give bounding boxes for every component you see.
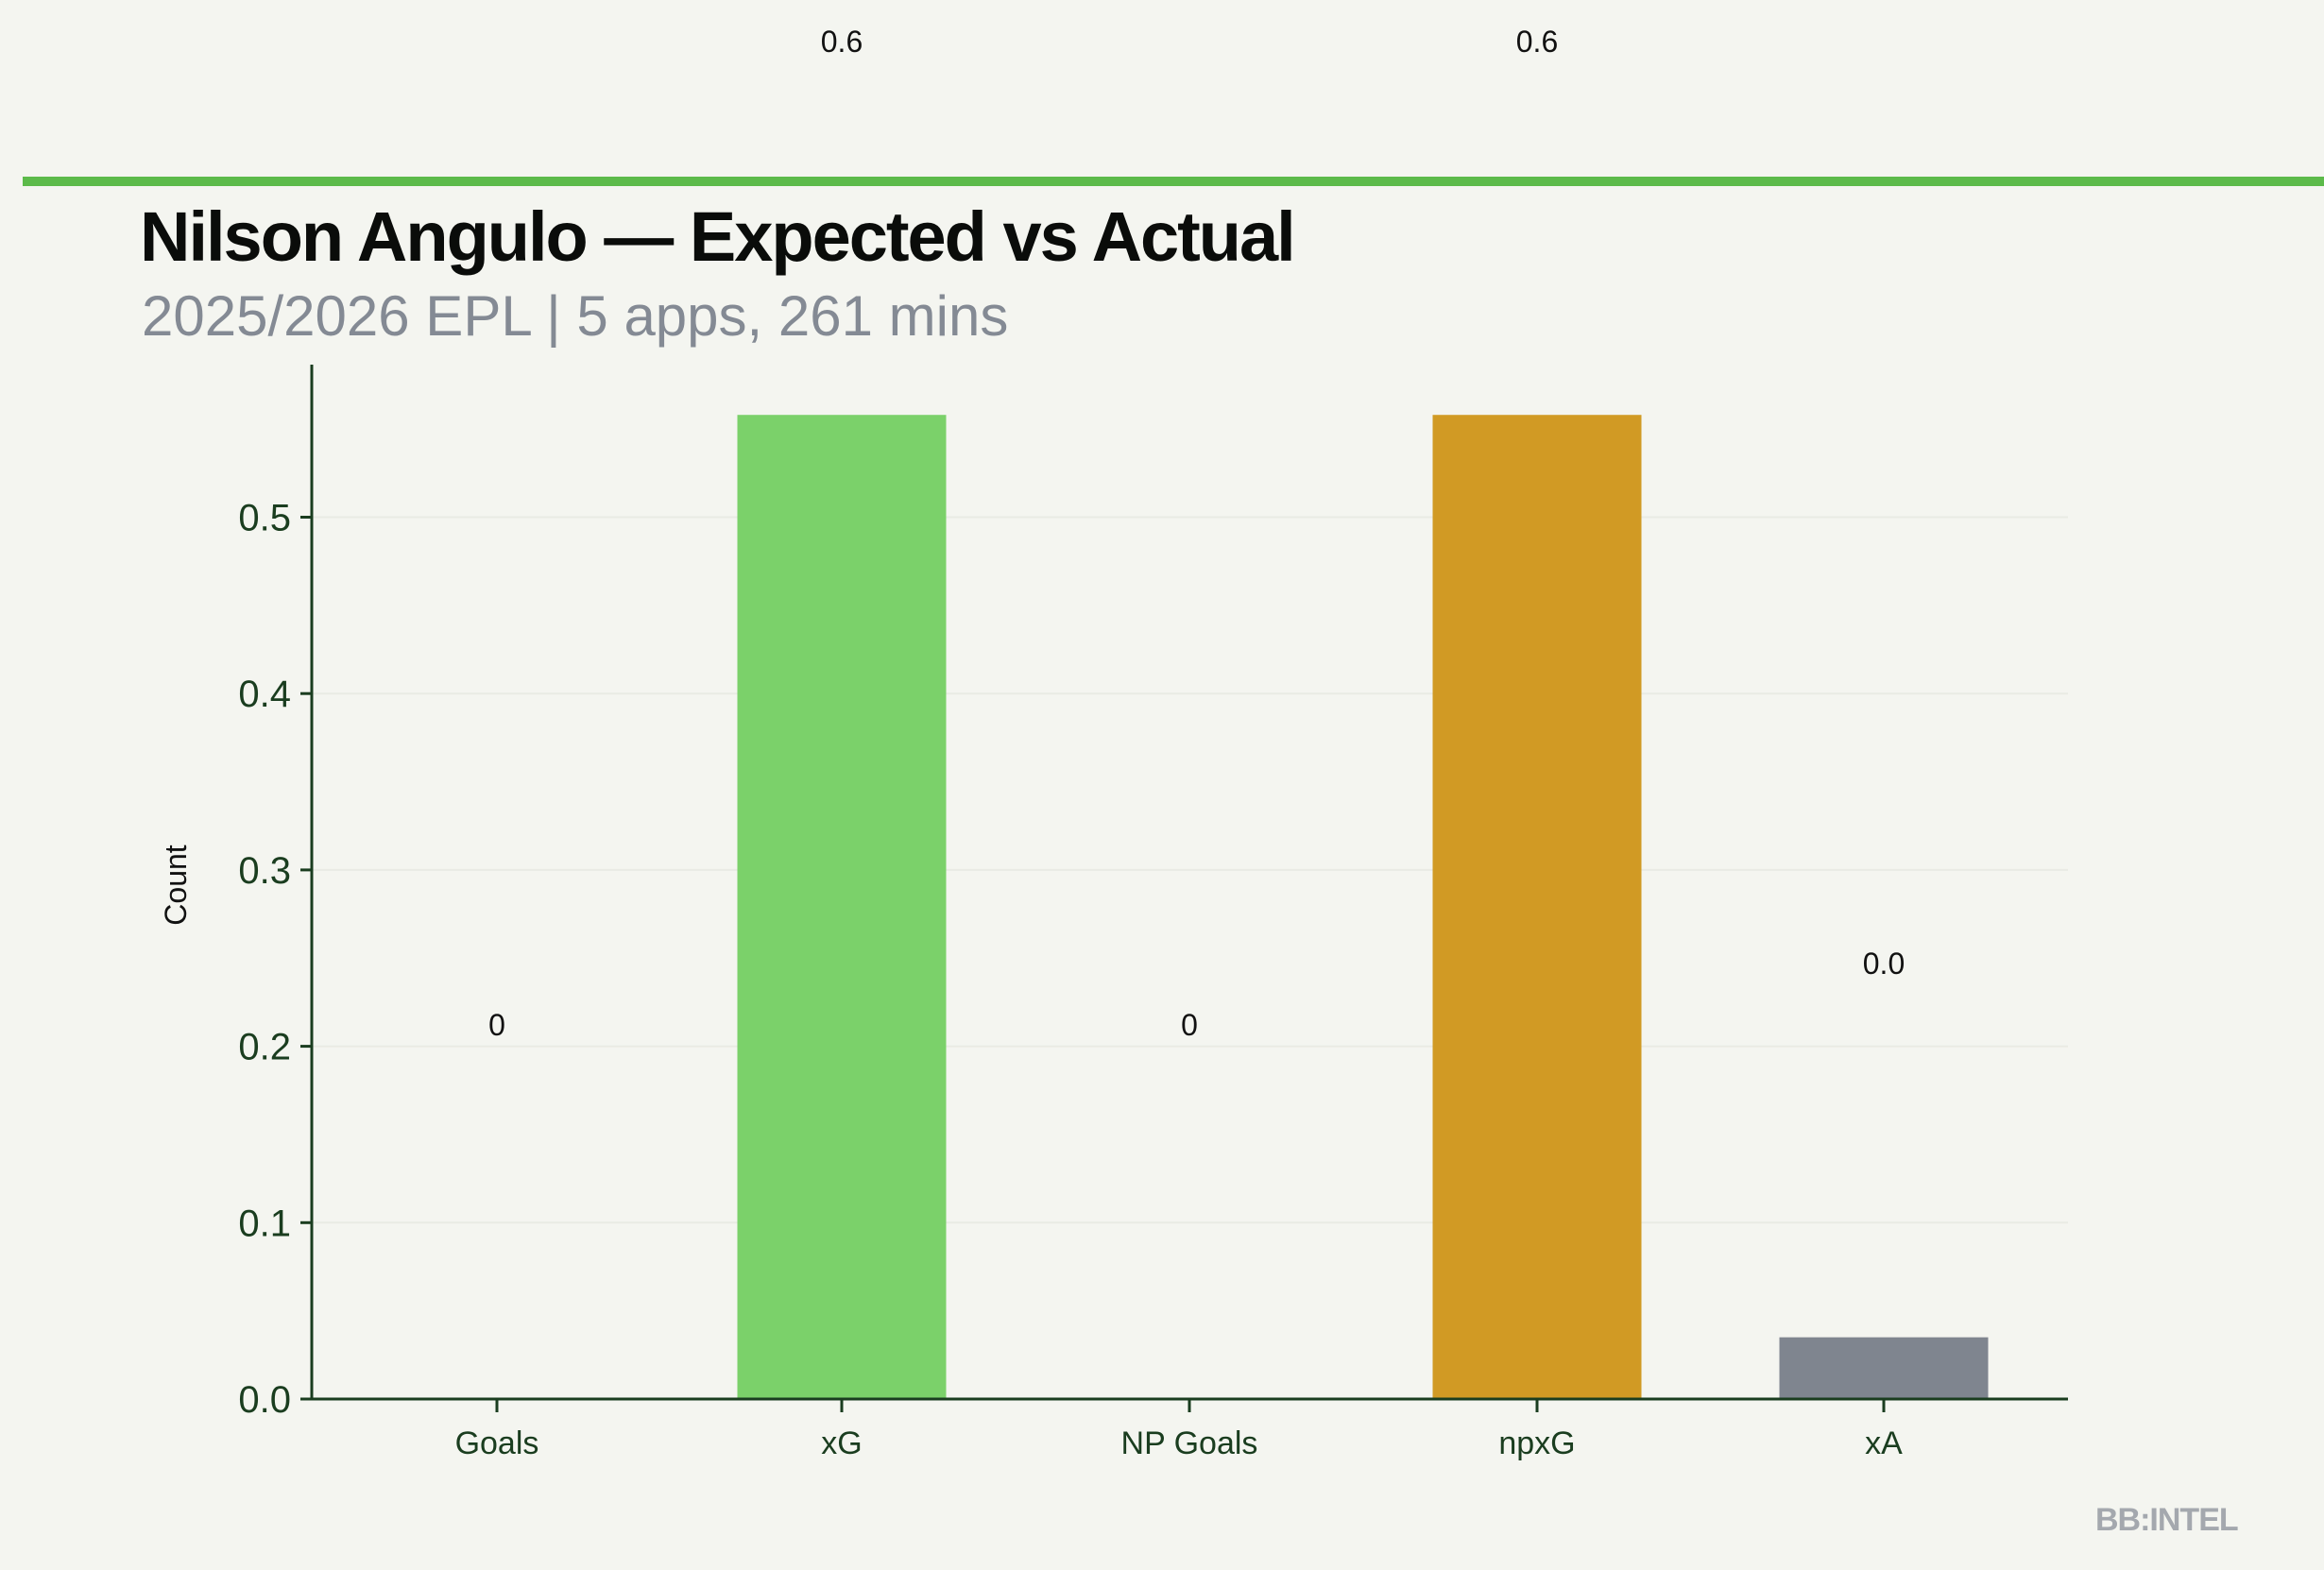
brand-watermark: BB:INTEL: [2095, 1502, 2239, 1538]
x-tick-label: xG: [821, 1425, 862, 1461]
accent-bar: [23, 177, 2324, 186]
data-label: 0.6: [1516, 25, 1558, 59]
x-tick-label: xA: [1865, 1425, 1903, 1461]
chart-title: Nilson Angulo — Expected vs Actual: [140, 197, 1296, 276]
y-tick-label: 0.4: [238, 674, 291, 715]
y-tick-label: 0.1: [238, 1203, 291, 1244]
data-label: 0.6: [821, 25, 863, 59]
x-tick-label: Goals: [455, 1425, 539, 1461]
data-label: 0.0: [1863, 947, 1905, 981]
y-tick-label: 0.0: [238, 1379, 291, 1421]
x-tick-label: npxG: [1498, 1425, 1575, 1461]
bar-xg: [737, 415, 947, 1399]
bar-npxg: [1432, 415, 1642, 1399]
data-label: 0: [488, 1008, 505, 1042]
y-axis-label: Count: [159, 845, 193, 926]
y-tick-label: 0.2: [238, 1027, 291, 1068]
y-tick-label: 0.3: [238, 850, 291, 892]
x-tick-label: NP Goals: [1121, 1425, 1258, 1461]
bar-xa: [1779, 1337, 1989, 1399]
y-tick-label: 0.5: [238, 498, 291, 539]
data-label: 0: [1181, 1008, 1198, 1042]
chart-subtitle: 2025/2026 EPL | 5 apps, 261 mins: [142, 284, 1009, 348]
